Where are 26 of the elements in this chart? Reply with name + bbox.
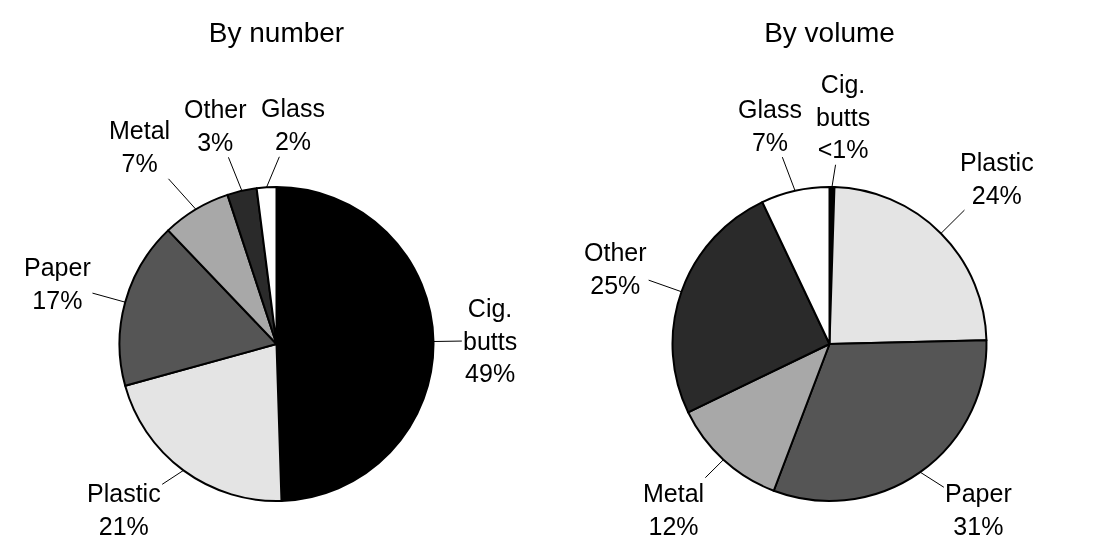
data-label: 17% <box>32 285 83 314</box>
chart-title: By number <box>208 16 345 48</box>
slice-label: Other <box>184 95 247 123</box>
slice-label: Other <box>584 238 647 266</box>
data-label: 24% <box>971 180 1022 209</box>
slice-label: Plastic <box>960 148 1034 176</box>
slice-label: Cig. butts <box>816 70 871 131</box>
slice-label: Paper <box>945 479 1012 507</box>
data-label: 49% <box>465 359 516 387</box>
data-label: 31% <box>953 511 1004 540</box>
slice-label: Cig. butts <box>463 294 518 355</box>
data-label: 12% <box>648 511 699 540</box>
slice-label: Metal <box>109 116 171 144</box>
slice-label: Glass <box>738 95 802 123</box>
data-label: 7% <box>751 127 789 156</box>
data-label: 3% <box>197 127 234 156</box>
data-label: 7% <box>121 148 158 177</box>
data-label: 21% <box>98 511 149 540</box>
data-label: 25% <box>590 270 641 299</box>
chart-title: By volume <box>764 16 895 48</box>
slice-label: Paper <box>24 253 91 281</box>
data-label: <1% <box>817 135 869 163</box>
data-label: 2% <box>274 126 312 155</box>
slice-label: Metal <box>643 479 705 507</box>
slice-label: Glass <box>261 94 325 122</box>
slice-label: Plastic <box>87 479 161 507</box>
